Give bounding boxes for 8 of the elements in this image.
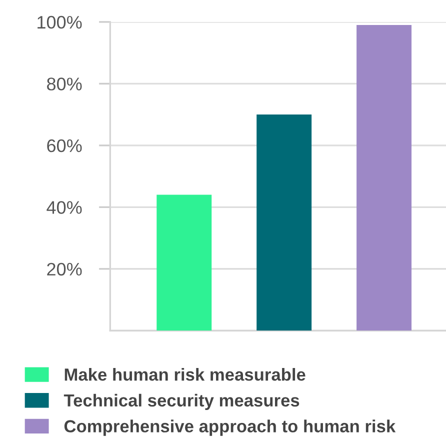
legend-label: Technical security measures bbox=[64, 394, 300, 410]
legend-label: Make human risk measurable bbox=[64, 368, 306, 381]
y-tick-label: 40% bbox=[46, 201, 82, 214]
y-tick-label: 60% bbox=[47, 139, 82, 152]
y-tick-label: 20% bbox=[47, 262, 82, 276]
y-tick-label: 80% bbox=[47, 78, 82, 90]
legend-label: Comprehensive approach to human risk bbox=[64, 420, 396, 436]
y-tick-label: 100% bbox=[38, 16, 82, 29]
